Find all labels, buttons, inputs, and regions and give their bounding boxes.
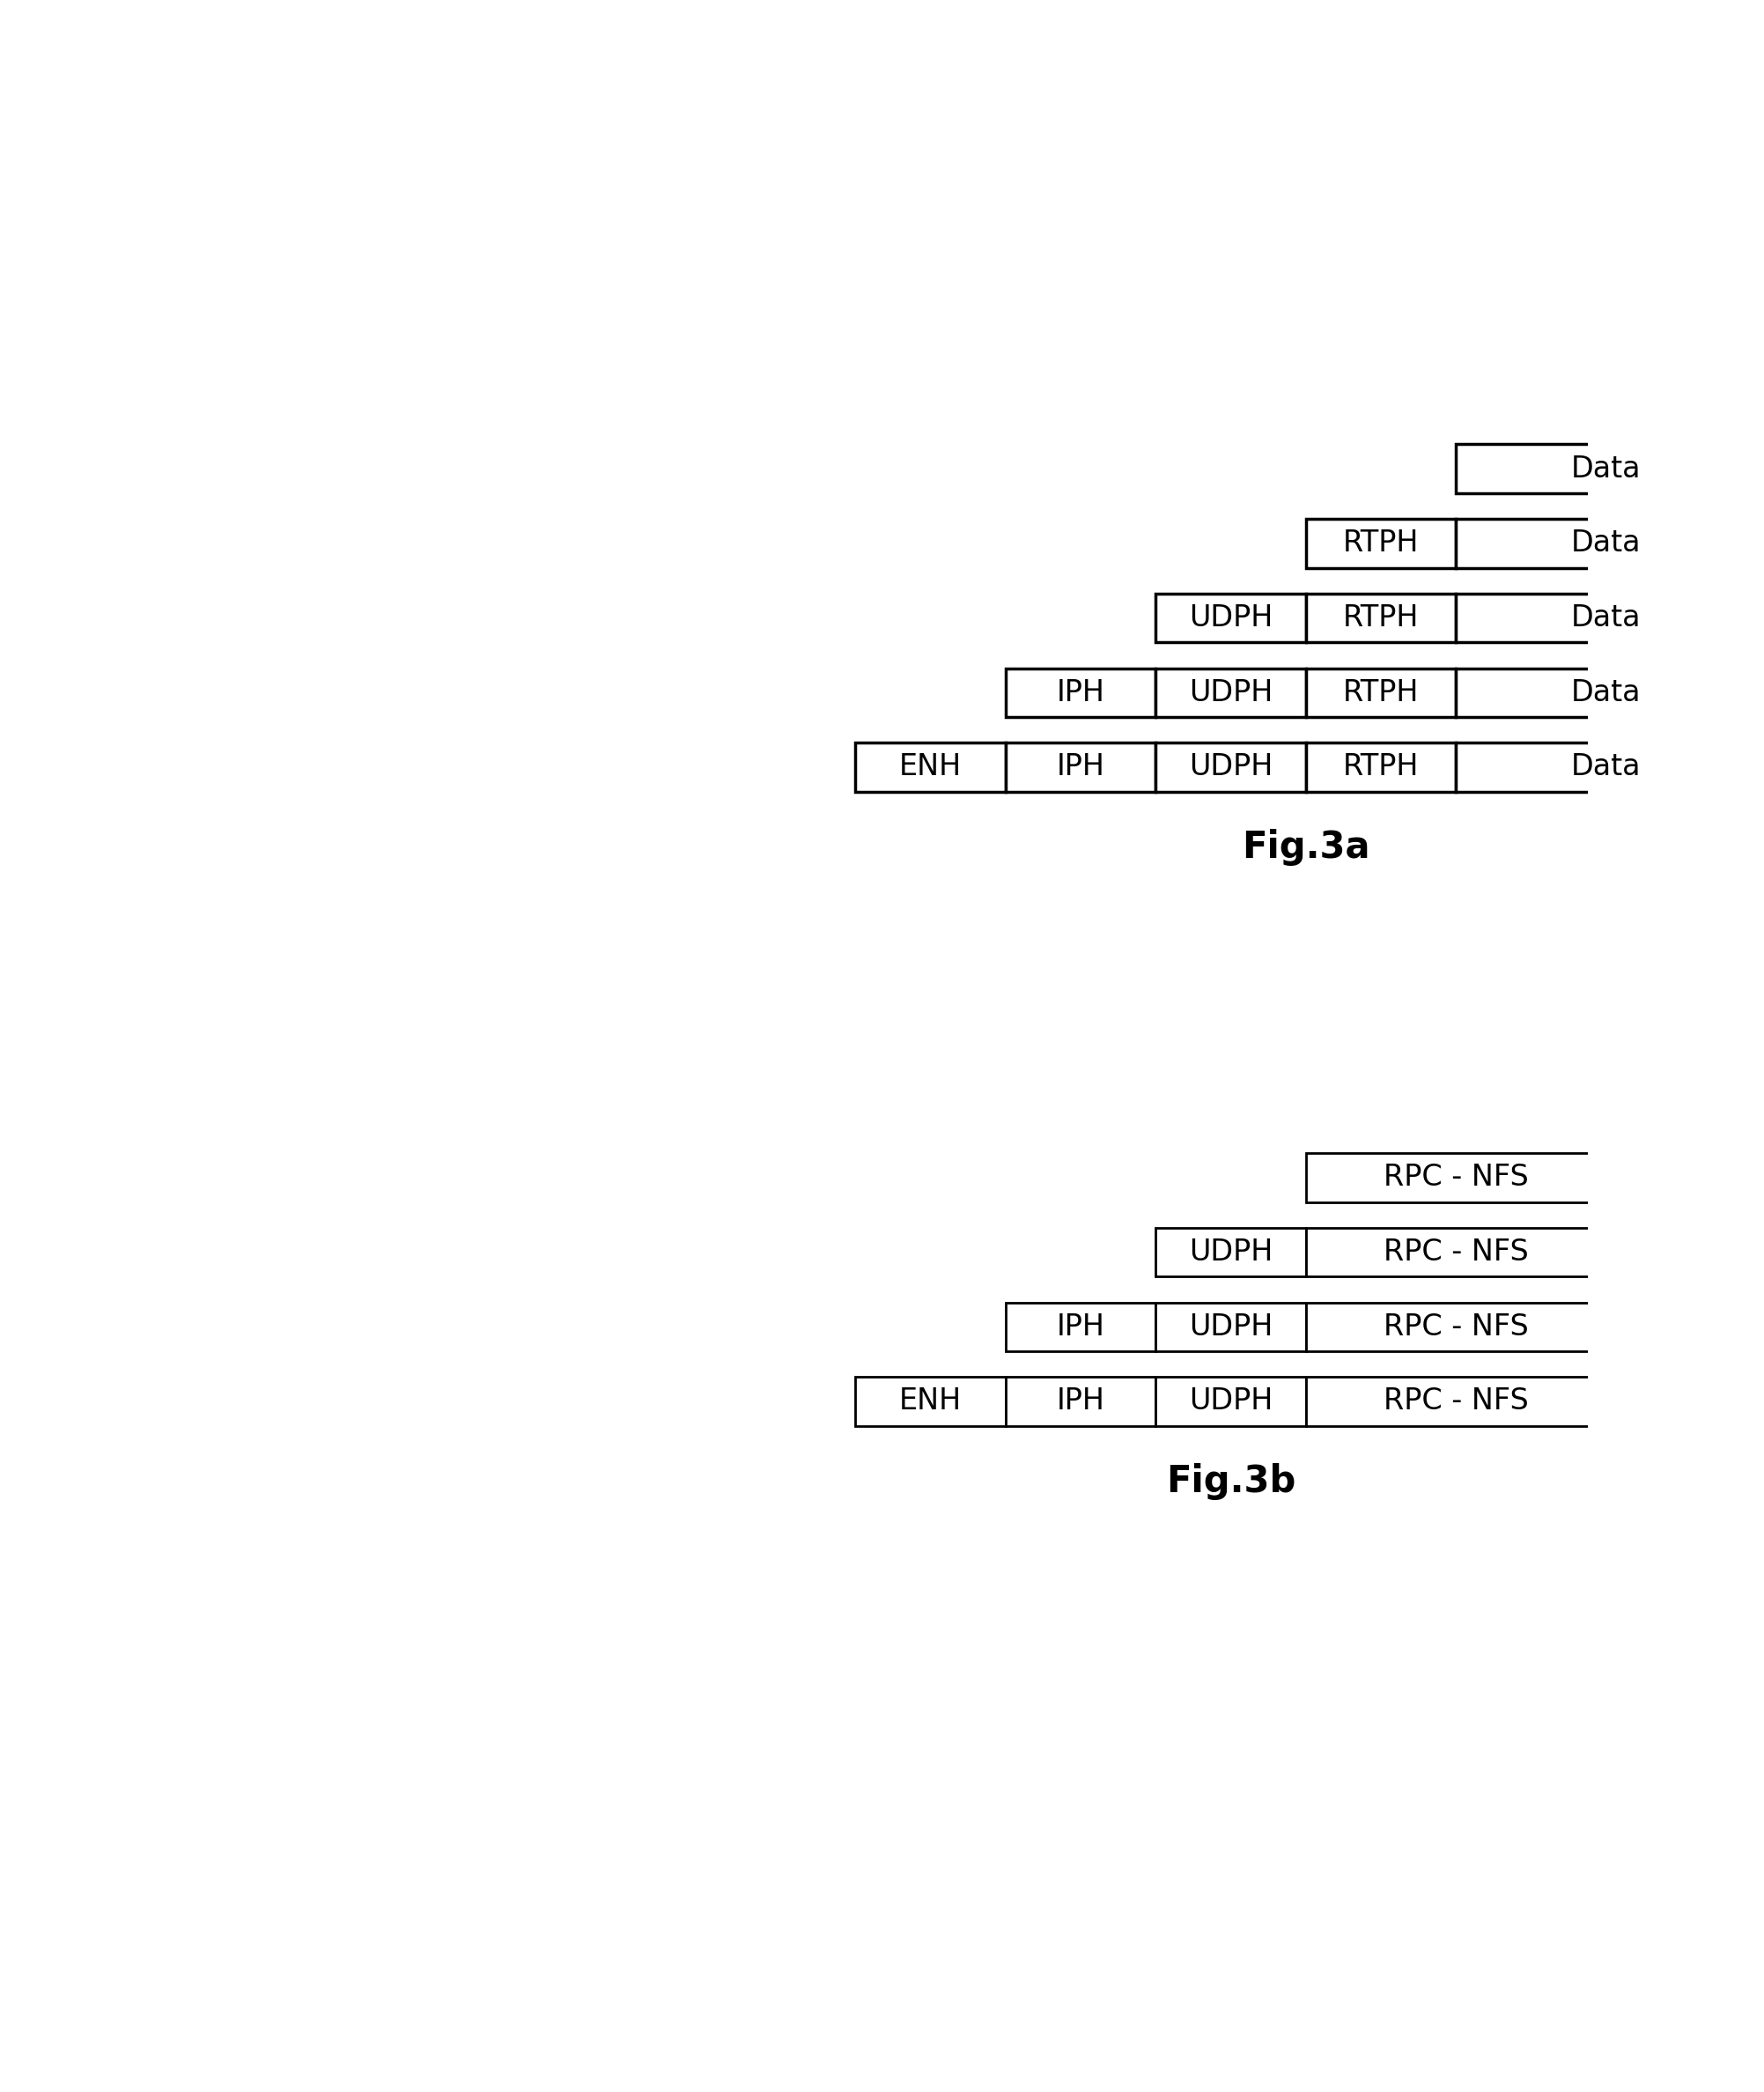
FancyBboxPatch shape: [1455, 743, 1757, 791]
Text: UDPH: UDPH: [1189, 1238, 1272, 1266]
Text: Data: Data: [1572, 529, 1641, 559]
Text: RTPH: RTPH: [1342, 602, 1418, 632]
FancyBboxPatch shape: [1455, 519, 1757, 567]
FancyBboxPatch shape: [1455, 667, 1757, 718]
FancyBboxPatch shape: [1455, 444, 1757, 494]
FancyBboxPatch shape: [1005, 1377, 1155, 1427]
FancyBboxPatch shape: [1005, 667, 1155, 718]
Text: UDPH: UDPH: [1189, 678, 1272, 707]
FancyBboxPatch shape: [1155, 1303, 1305, 1351]
Text: ENH: ENH: [900, 1387, 961, 1416]
Text: RTPH: RTPH: [1342, 678, 1418, 707]
Text: IPH: IPH: [1057, 1312, 1104, 1341]
FancyBboxPatch shape: [856, 1377, 1005, 1427]
FancyBboxPatch shape: [856, 743, 1005, 791]
FancyBboxPatch shape: [1155, 1377, 1305, 1427]
Text: Data: Data: [1572, 602, 1641, 632]
FancyBboxPatch shape: [1155, 594, 1305, 642]
Text: IPH: IPH: [1057, 678, 1104, 707]
Text: UDPH: UDPH: [1189, 753, 1272, 782]
FancyBboxPatch shape: [1305, 1377, 1605, 1427]
FancyBboxPatch shape: [1155, 1228, 1305, 1276]
Text: RTPH: RTPH: [1342, 529, 1418, 559]
FancyBboxPatch shape: [1455, 594, 1757, 642]
FancyBboxPatch shape: [1155, 667, 1305, 718]
FancyBboxPatch shape: [1155, 743, 1305, 791]
Text: RPC - NFS: RPC - NFS: [1383, 1387, 1528, 1416]
FancyBboxPatch shape: [1305, 1153, 1605, 1203]
Text: Fig.3a: Fig.3a: [1242, 828, 1371, 866]
FancyBboxPatch shape: [1305, 667, 1455, 718]
Text: RPC - NFS: RPC - NFS: [1383, 1238, 1528, 1266]
FancyBboxPatch shape: [1305, 743, 1455, 791]
Text: UDPH: UDPH: [1189, 1312, 1272, 1341]
Text: Fig.3b: Fig.3b: [1166, 1462, 1295, 1500]
FancyBboxPatch shape: [1305, 594, 1455, 642]
Text: RPC - NFS: RPC - NFS: [1383, 1312, 1528, 1341]
Text: ENH: ENH: [900, 753, 961, 782]
FancyBboxPatch shape: [1305, 1228, 1605, 1276]
Text: RPC - NFS: RPC - NFS: [1383, 1163, 1528, 1192]
Text: IPH: IPH: [1057, 753, 1104, 782]
Text: Data: Data: [1572, 753, 1641, 782]
FancyBboxPatch shape: [1305, 519, 1455, 567]
Text: IPH: IPH: [1057, 1387, 1104, 1416]
FancyBboxPatch shape: [1005, 1303, 1155, 1351]
Text: UDPH: UDPH: [1189, 1387, 1272, 1416]
Text: RTPH: RTPH: [1342, 753, 1418, 782]
Text: Data: Data: [1572, 678, 1641, 707]
FancyBboxPatch shape: [1305, 1303, 1605, 1351]
Text: Data: Data: [1572, 454, 1641, 483]
Text: UDPH: UDPH: [1189, 602, 1272, 632]
FancyBboxPatch shape: [1005, 743, 1155, 791]
